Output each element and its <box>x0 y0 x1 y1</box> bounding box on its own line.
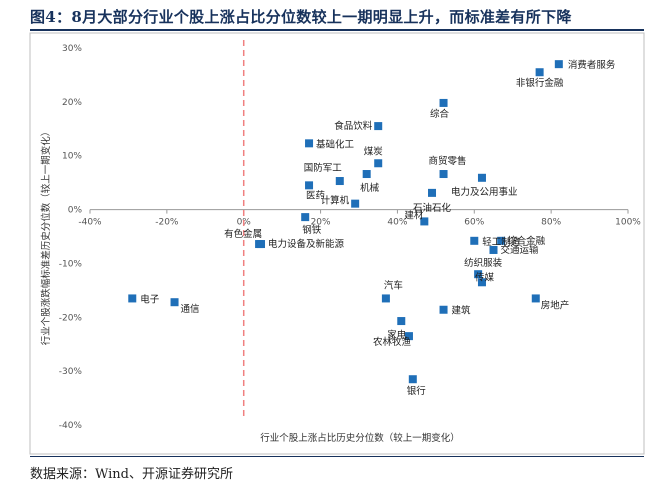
data-point-marker <box>477 278 486 287</box>
y-tick-label: 30% <box>62 44 82 54</box>
data-point-label: 基础化工 <box>316 138 355 150</box>
data-point-marker <box>351 199 360 208</box>
data-point-marker <box>397 317 406 326</box>
data-point-label: 纺织服装 <box>464 257 503 269</box>
data-point-marker <box>170 298 179 307</box>
data-point-marker <box>404 332 413 341</box>
data-point-marker <box>531 294 540 303</box>
data-point-label: 医药 <box>306 190 325 201</box>
y-tick-label: -20% <box>59 313 83 323</box>
data-point-marker <box>474 270 483 279</box>
data-point-label: 综合金融 <box>507 235 546 247</box>
data-point-label: 石油石化 <box>413 202 452 214</box>
data-point-label: 房地产 <box>541 299 570 311</box>
data-point-marker <box>420 217 429 226</box>
source-note: 数据来源：Wind、开源证券研究所 <box>30 467 233 482</box>
data-point-label: 电力设备及新能源 <box>268 238 345 250</box>
data-point-label: 煤炭 <box>364 145 384 157</box>
y-tick-label: -10% <box>59 259 83 269</box>
data-point-label: 商贸零售 <box>429 155 467 167</box>
y-tick-label: -40% <box>59 421 83 431</box>
data-point-label: 电力及公用事业 <box>451 186 518 198</box>
data-point-label: 建材 <box>404 209 424 221</box>
data-point-marker <box>535 68 544 77</box>
data-point-label: 电子 <box>140 293 160 305</box>
x-tick-label: -20% <box>155 218 179 228</box>
data-point-marker <box>374 159 383 168</box>
data-point-label: 家电 <box>387 329 407 341</box>
data-point-marker <box>428 188 437 197</box>
data-point-label: 通信 <box>181 303 200 315</box>
x-axis-title: 行业个股上涨占比历史分位数（较上一期变化） <box>260 432 460 444</box>
y-tick-label: 20% <box>62 98 82 108</box>
data-point-marker <box>477 173 486 182</box>
data-point-label: 计算机 <box>321 195 350 207</box>
data-point-marker <box>554 60 563 69</box>
data-point-marker <box>439 305 448 314</box>
data-point-marker <box>257 240 266 249</box>
data-point-marker <box>305 181 314 190</box>
y-tick-label: 0% <box>68 206 83 216</box>
x-tick-label: -40% <box>78 218 102 228</box>
data-point-label: 机械 <box>360 182 380 194</box>
title-rule <box>30 29 644 31</box>
chart-title: 图4：8月大部分行业个股上涨占比分位数较上一期明显上升，而标准差有所下降 <box>30 8 572 26</box>
x-tick-label: 40% <box>387 218 407 228</box>
data-point-label: 农林牧渔 <box>373 336 412 348</box>
chart-frame <box>29 32 645 455</box>
data-point-label: 传媒 <box>475 271 495 283</box>
data-point-label: 轻工制造 <box>482 236 521 248</box>
data-point-label: 国防军工 <box>304 162 343 174</box>
data-point-label: 钢铁 <box>302 224 322 236</box>
data-point-marker <box>305 139 314 148</box>
x-tick-label: 60% <box>464 218 484 228</box>
x-tick-label: 80% <box>541 218 561 228</box>
data-point-marker <box>335 177 344 186</box>
x-tick-label: 100% <box>615 218 641 228</box>
data-point-label: 非银行金融 <box>516 77 564 89</box>
data-point-label: 消费者服务 <box>568 59 616 71</box>
x-tick-label: 20% <box>311 218 331 228</box>
data-point-marker <box>408 375 417 384</box>
data-point-marker <box>439 170 448 179</box>
data-point-label: 食品饮料 <box>334 120 373 132</box>
data-point-marker <box>381 294 390 303</box>
axes: -40% -20% 0% 20% 40% 60% 80% 100% -40% -30% -20% -1… <box>59 44 642 431</box>
markers <box>128 60 563 384</box>
data-point-marker <box>470 236 479 245</box>
data-point-label: 银行 <box>407 385 427 397</box>
data-point-marker <box>497 236 506 245</box>
data-point-marker <box>489 245 498 254</box>
data-point-label: 建筑 <box>452 305 472 317</box>
data-point-label: 汽车 <box>384 279 403 291</box>
data-point-label: 有色金属 <box>224 228 262 240</box>
bottom-rule <box>30 456 644 457</box>
data-point-label: 综合 <box>430 108 450 120</box>
y-axis-title: 行业个股涨跌幅标准差历史分位数（较上一期变化） <box>40 127 52 346</box>
y-tick-label: 10% <box>62 152 82 162</box>
y-tick-label: -30% <box>59 367 83 377</box>
data-point-marker <box>128 294 137 303</box>
data-point-marker <box>374 122 383 131</box>
data-point-marker <box>439 98 448 107</box>
data-point-marker <box>301 213 310 222</box>
data-point-label: 交通运输 <box>501 244 540 256</box>
data-point-marker <box>362 170 371 179</box>
